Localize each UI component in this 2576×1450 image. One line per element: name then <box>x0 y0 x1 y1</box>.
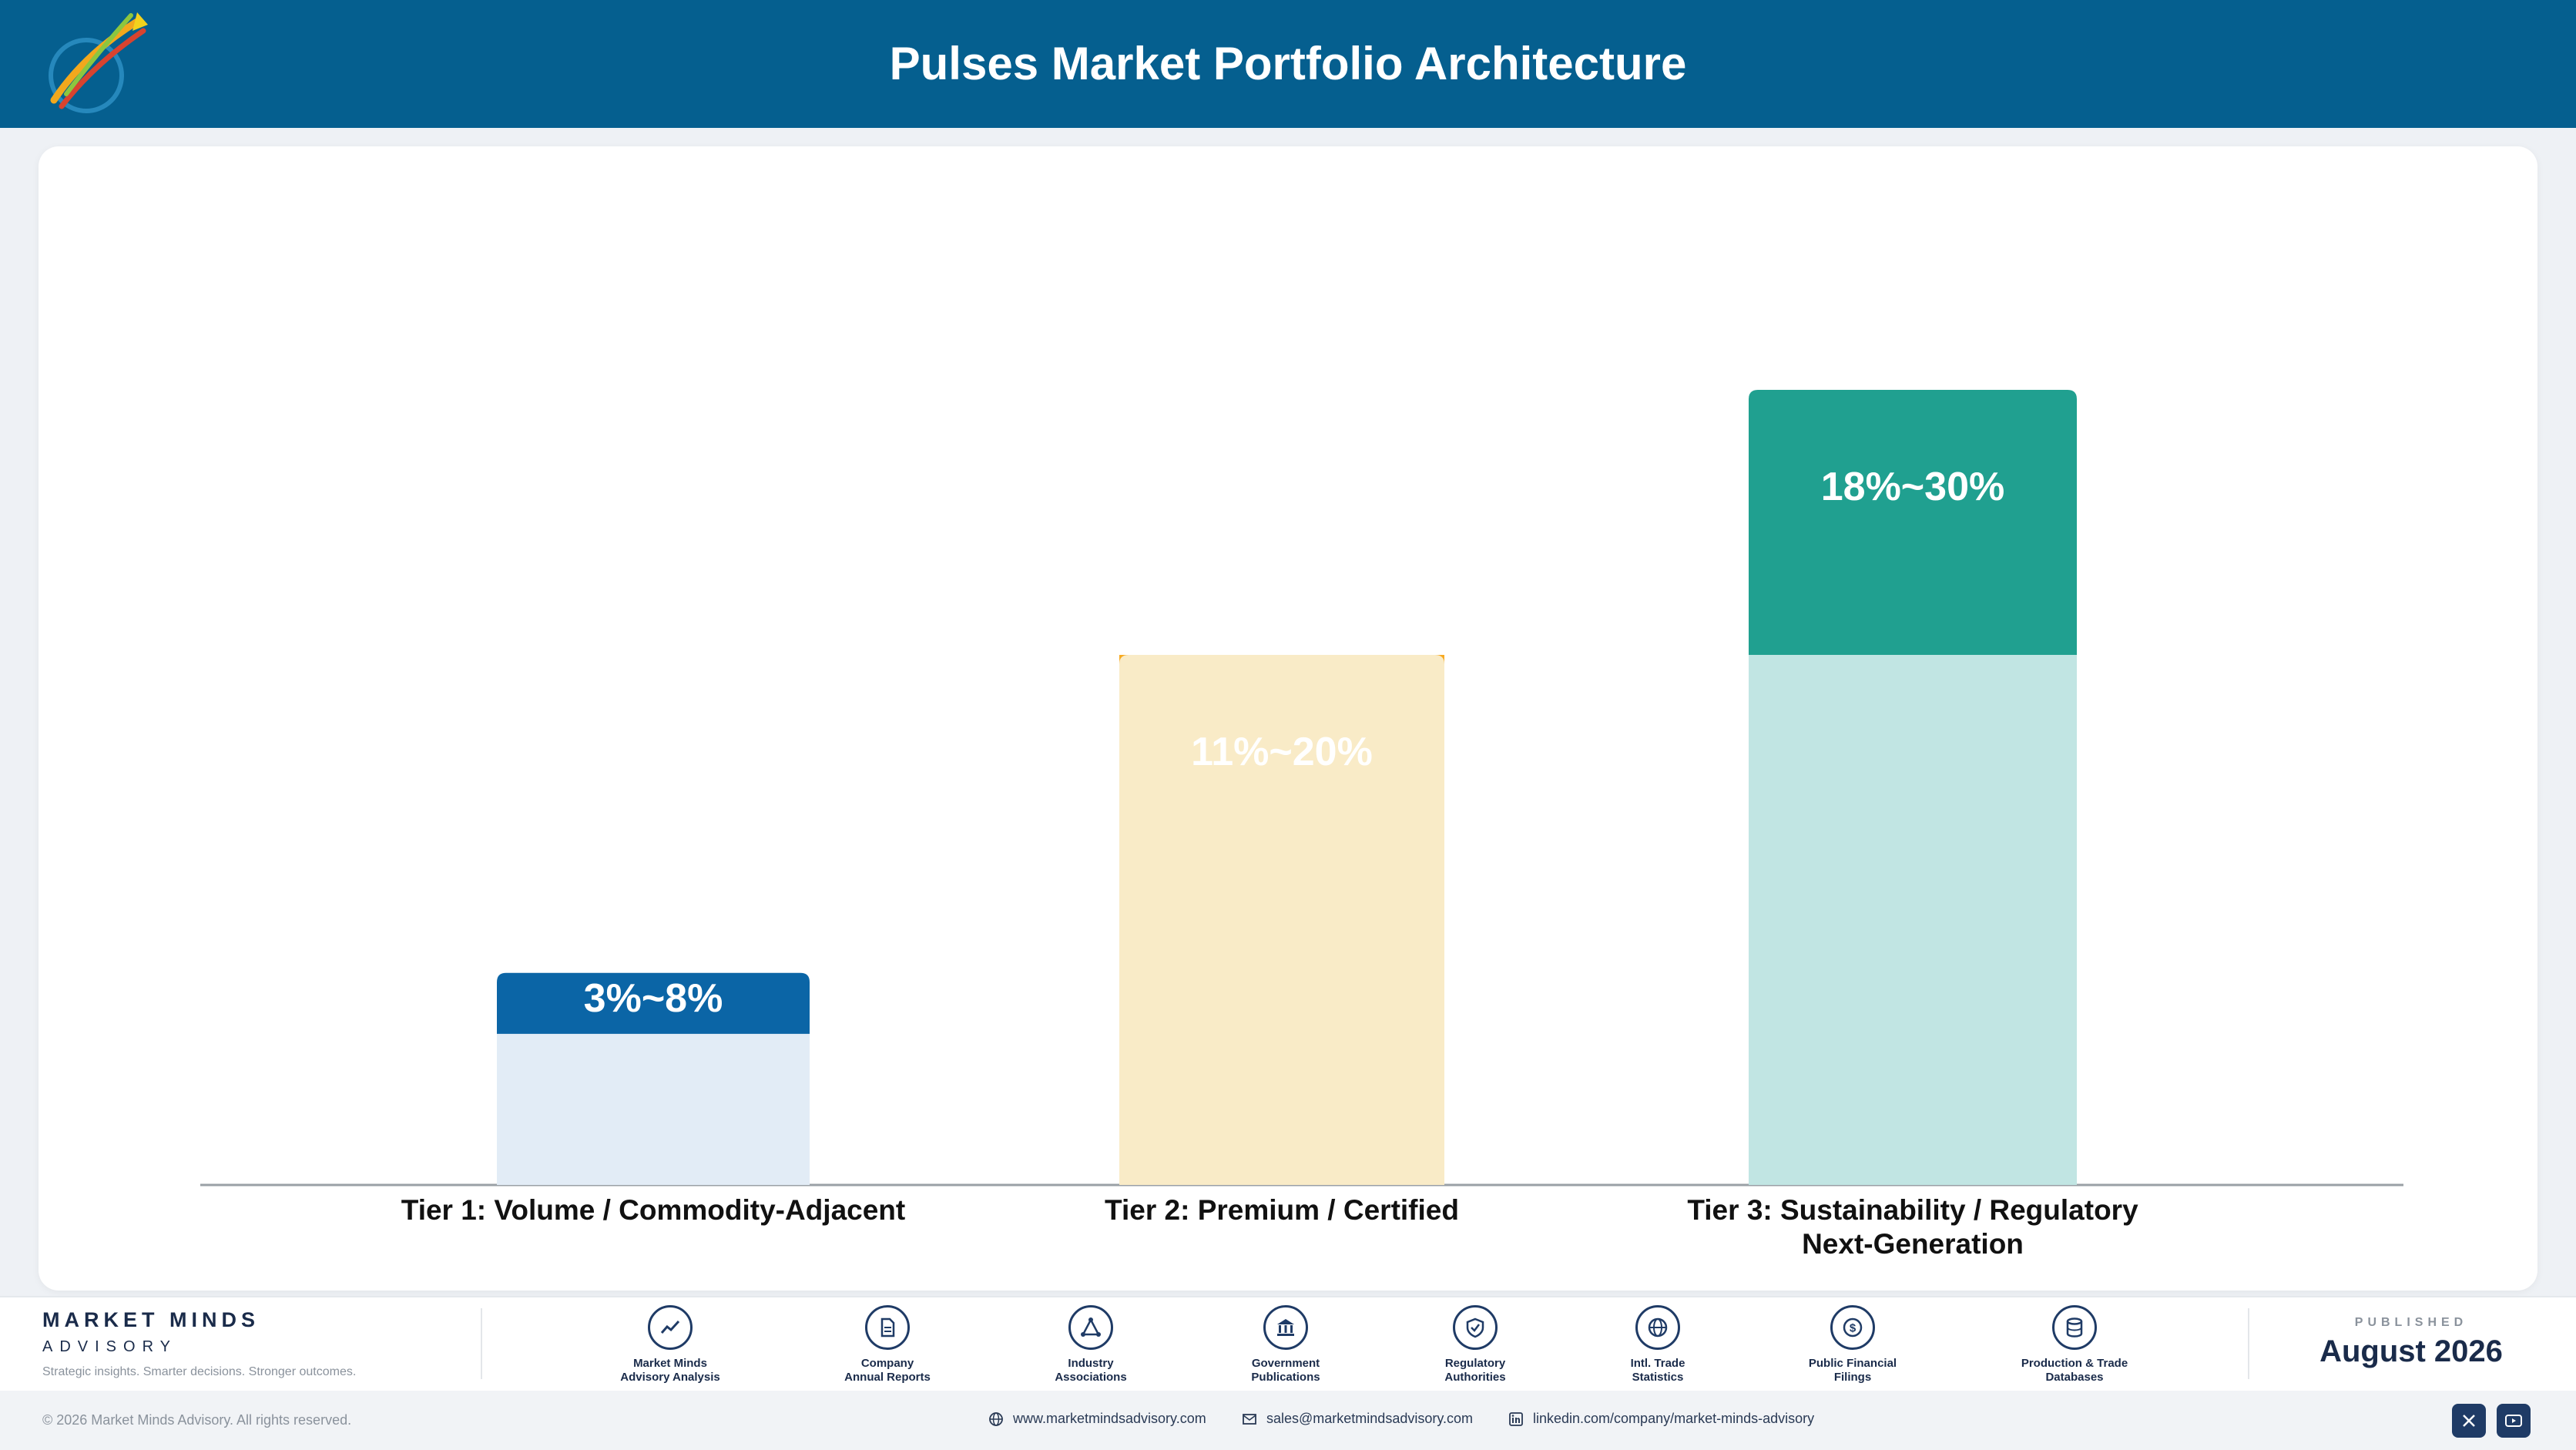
source-label-line2: Databases <box>2045 1371 2104 1384</box>
source-label-line1: Regulatory <box>1444 1357 1506 1370</box>
building-icon <box>1263 1305 1308 1350</box>
trend-line-icon <box>648 1305 693 1350</box>
svg-text:$: $ <box>1850 1322 1857 1335</box>
divider <box>481 1308 482 1379</box>
x-icon <box>2463 1415 2475 1427</box>
x-social-button[interactable] <box>2452 1404 2486 1438</box>
x-tick-label: Next-Generation <box>1802 1228 2024 1260</box>
bar-base-segment <box>497 1033 810 1185</box>
mail-icon <box>1243 1413 1256 1425</box>
source-regulatory-authorities: Regulatory Authorities <box>1398 1305 1552 1385</box>
source-label-line2: Authorities <box>1444 1371 1506 1384</box>
linkedin-icon <box>1509 1411 1523 1426</box>
globe-icon <box>1635 1305 1680 1350</box>
source-label-line1: Public Financial <box>1808 1357 1897 1370</box>
source-public-financial-filings: $ Public Financial Filings <box>1776 1305 1930 1385</box>
bar-range-segment <box>1749 390 2077 655</box>
bar-data-label: 3%~8% <box>584 976 723 1021</box>
youtube-social-button[interactable] <box>2497 1404 2531 1438</box>
currency-icon: $ <box>1830 1305 1875 1350</box>
bottom-bar: © 2026 Market Minds Advisory. All rights… <box>0 1391 2576 1450</box>
shield-icon <box>1453 1305 1498 1350</box>
bar-data-label: 18%~30% <box>1821 465 2005 509</box>
brand-tagline: Strategic insights. Smarter decisions. S… <box>42 1365 357 1378</box>
source-label-line1: Intl. Trade <box>1630 1357 1685 1370</box>
published-block: PUBLISHED August 2026 <box>2257 1316 2565 1369</box>
brand-sub: ADVISORY <box>42 1338 177 1355</box>
published-label: PUBLISHED <box>2354 1316 2468 1329</box>
source-government-publications: Government Publications <box>1209 1305 1363 1385</box>
source-label-line2: Statistics <box>1632 1371 1684 1384</box>
source-label-line1: Market Minds <box>633 1357 707 1370</box>
x-tick-label: Tier 3: Sustainability / Regulatory <box>1687 1194 2138 1226</box>
source-industry-associations: Industry Associations <box>1014 1305 1168 1385</box>
page-title: Pulses Market Portfolio Architecture <box>889 38 1687 89</box>
brand-block: MARKET MINDS ADVISORY Strategic insights… <box>42 1308 356 1379</box>
globe-icon <box>989 1411 1003 1426</box>
source-label-line2: Advisory Analysis <box>620 1371 720 1384</box>
network-icon <box>1068 1305 1113 1350</box>
bar-base-segment <box>1119 655 1444 1185</box>
source-label-line1: Government <box>1251 1357 1320 1370</box>
source-production-trade-databases: Production & Trade Databases <box>1997 1305 2152 1385</box>
rocket-logo-icon[interactable] <box>39 8 154 123</box>
published-date: August 2026 <box>2319 1334 2503 1368</box>
database-icon <box>2052 1305 2097 1350</box>
brand-name: MARKET MINDS <box>42 1308 260 1331</box>
youtube-icon <box>2505 1415 2522 1427</box>
divider <box>2248 1308 2249 1379</box>
x-tick-label: Tier 2: Premium / Certified <box>1105 1194 1459 1226</box>
source-label-line2: Annual Reports <box>844 1371 931 1384</box>
source-label-line2: Filings <box>1833 1371 1872 1384</box>
document-icon <box>865 1305 910 1350</box>
source-label-line1: Company <box>860 1357 914 1370</box>
header: Pulses Market Portfolio Architecture <box>0 0 2576 128</box>
source-market-minds: Market Minds Advisory Analysis <box>593 1305 747 1385</box>
email-link[interactable]: sales@marketmindsadvisory.com <box>1242 1411 1473 1427</box>
bar-data-label: 11%~20% <box>1191 730 1373 774</box>
copyright: © 2026 Market Minds Advisory. All rights… <box>42 1412 352 1428</box>
bar-chart: 3%~8% Tier 1: Volume / Commodity-Adjacent… <box>200 390 2403 1260</box>
source-label-line2: Associations <box>1055 1371 1127 1384</box>
source-label-line1: Production & Trade <box>2021 1357 2128 1370</box>
email-text: sales@marketmindsadvisory.com <box>1266 1411 1474 1426</box>
bar-base-segment <box>1749 655 2077 1185</box>
source-label-line1: Industry <box>1068 1357 1114 1370</box>
source-company-reports: Company Annual Reports <box>810 1305 964 1385</box>
website-text: www.marketmindsadvisory.com <box>1013 1411 1206 1426</box>
x-tick-label: Tier 1: Volume / Commodity-Adjacent <box>401 1194 905 1226</box>
linkedin-link[interactable]: linkedin.com/company/market-minds-adviso… <box>1508 1411 1814 1427</box>
website-link[interactable]: www.marketmindsadvisory.com <box>988 1411 1206 1427</box>
bar-range-segment <box>497 972 810 1034</box>
linkedin-text: linkedin.com/company/market-minds-adviso… <box>1533 1411 1815 1426</box>
source-label-line2: Publications <box>1251 1371 1320 1384</box>
source-intl-trade-statistics: Intl. Trade Statistics <box>1581 1305 1735 1385</box>
chart-card: 3%~8% Tier 1: Volume / Commodity-Adjacent… <box>39 146 2537 1291</box>
